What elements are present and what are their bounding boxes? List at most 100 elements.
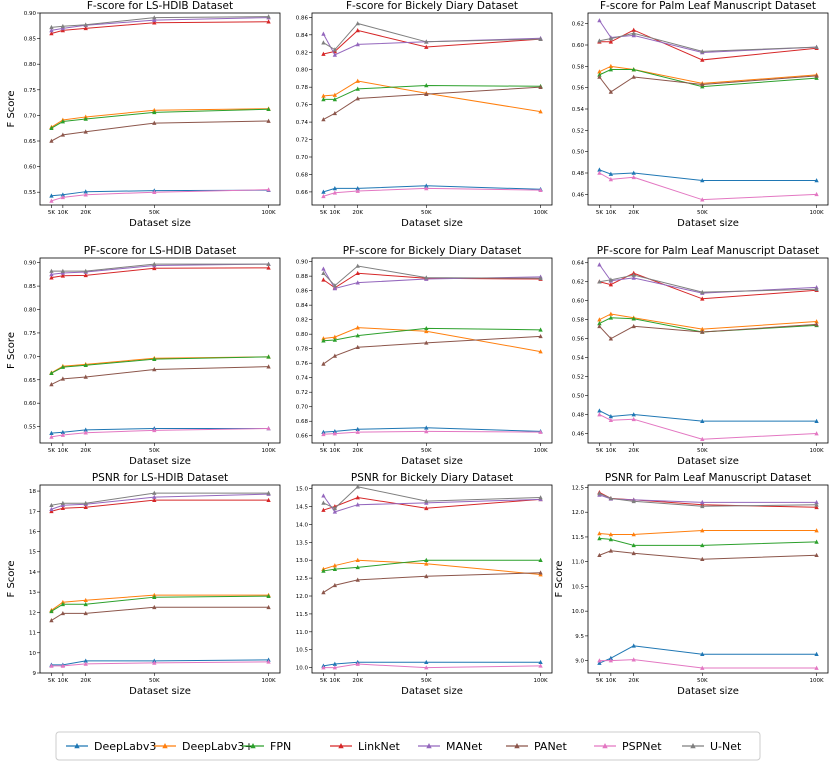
y-tick-label: 0.50 xyxy=(572,394,585,400)
data-point xyxy=(266,187,271,192)
chart-panel: F-score for Bickely Diary Dataset 0.66 0.6… xyxy=(296,0,553,229)
data-point xyxy=(60,23,66,29)
x-tick-label: 5K xyxy=(48,210,55,216)
y-tick-label: 0.60 xyxy=(24,165,37,171)
data-point xyxy=(49,193,54,198)
y-tick-label: 11.0 xyxy=(572,560,585,566)
data-point xyxy=(332,431,338,436)
data-point xyxy=(424,573,429,579)
y-tick-label: 0.86 xyxy=(296,289,309,295)
legend-swatch-marker xyxy=(74,743,80,749)
data-point xyxy=(597,279,602,284)
data-point xyxy=(60,505,66,511)
data-point xyxy=(814,73,819,78)
chart-panel: PF-score for Bickely Diary Dataset 0.66 0.… xyxy=(296,245,553,467)
y-tick-label: 0.54 xyxy=(572,107,585,113)
series-line xyxy=(51,21,269,34)
x-tick-label: 20K xyxy=(628,210,639,216)
data-point xyxy=(538,333,543,339)
data-point xyxy=(49,28,54,33)
data-point xyxy=(321,97,326,102)
data-point xyxy=(814,552,819,558)
data-point xyxy=(49,31,54,36)
data-point xyxy=(700,289,705,294)
series-line xyxy=(51,189,269,202)
series-line xyxy=(323,272,541,289)
y-tick-label: 0.72 xyxy=(296,390,308,396)
y-tick-label: 0.82 xyxy=(296,50,308,56)
data-point xyxy=(597,18,602,23)
y-tick-label: 0.60 xyxy=(572,43,585,49)
data-point xyxy=(355,86,360,91)
legend-item: FPN xyxy=(242,740,291,753)
data-point xyxy=(814,499,819,505)
data-point xyxy=(608,532,614,537)
y-tick-label: 0.60 xyxy=(24,401,37,407)
y-tick-label: 0.80 xyxy=(24,308,37,314)
data-point xyxy=(424,659,429,665)
data-point xyxy=(814,504,819,510)
data-point xyxy=(321,270,326,276)
data-point xyxy=(814,431,819,436)
data-point xyxy=(332,190,338,195)
plot-frame xyxy=(587,12,829,206)
series-line xyxy=(599,414,817,440)
data-point xyxy=(355,263,360,268)
y-tick-label: 0.85 xyxy=(24,37,37,43)
data-point xyxy=(152,261,157,266)
data-point xyxy=(321,338,326,343)
chart-grid: F-score for LS-HDIB Dataset 0.55 0.60 0.65 0… xyxy=(6,0,829,697)
data-point xyxy=(424,498,429,503)
x-axis-label: Dataset size xyxy=(401,686,463,697)
series-line xyxy=(51,595,269,612)
x-tick-label: 5K xyxy=(48,448,55,454)
x-tick-label: 100K xyxy=(262,448,276,454)
chart-title: PF-score for Bickely Diary Dataset xyxy=(343,245,521,257)
data-point xyxy=(608,417,614,423)
x-tick-label: 50K xyxy=(421,210,432,216)
data-point xyxy=(700,665,705,670)
data-point xyxy=(266,261,271,266)
data-point xyxy=(597,167,602,172)
legend-label: MANet xyxy=(446,740,483,753)
data-point xyxy=(597,531,602,536)
y-tick-label: 0.78 xyxy=(296,85,309,91)
y-tick-label: 0.76 xyxy=(296,361,309,367)
plot-frame xyxy=(39,257,281,444)
data-point xyxy=(597,170,602,175)
data-point xyxy=(424,340,429,345)
series-line xyxy=(51,108,269,129)
data-point xyxy=(814,191,819,197)
x-tick-label: 5K xyxy=(48,678,55,684)
data-point xyxy=(631,643,636,648)
data-point xyxy=(83,25,88,31)
data-point xyxy=(355,186,360,191)
data-point xyxy=(152,367,157,372)
data-point xyxy=(332,97,338,102)
data-point xyxy=(321,51,326,56)
data-point xyxy=(321,361,326,366)
data-point xyxy=(49,430,54,435)
plot-frame xyxy=(587,484,829,674)
data-point xyxy=(321,31,326,36)
y-tick-label: 0.90 xyxy=(296,260,309,266)
data-point xyxy=(83,362,88,368)
data-point xyxy=(597,74,602,79)
data-point xyxy=(355,188,360,193)
data-point xyxy=(332,283,338,288)
data-point xyxy=(631,174,636,180)
plot-frame xyxy=(311,484,553,674)
data-point xyxy=(631,316,636,321)
data-point xyxy=(60,192,66,197)
data-point xyxy=(49,382,54,387)
data-point xyxy=(152,189,157,194)
x-tick-label: 100K xyxy=(262,210,276,216)
data-point xyxy=(49,271,54,277)
data-point xyxy=(700,542,705,548)
x-tick-label: 20K xyxy=(628,448,639,454)
data-point xyxy=(597,552,602,558)
data-point xyxy=(355,429,360,434)
y-tick-label: 0.70 xyxy=(296,405,309,411)
data-point xyxy=(83,374,88,379)
x-tick-label: 50K xyxy=(697,448,708,454)
